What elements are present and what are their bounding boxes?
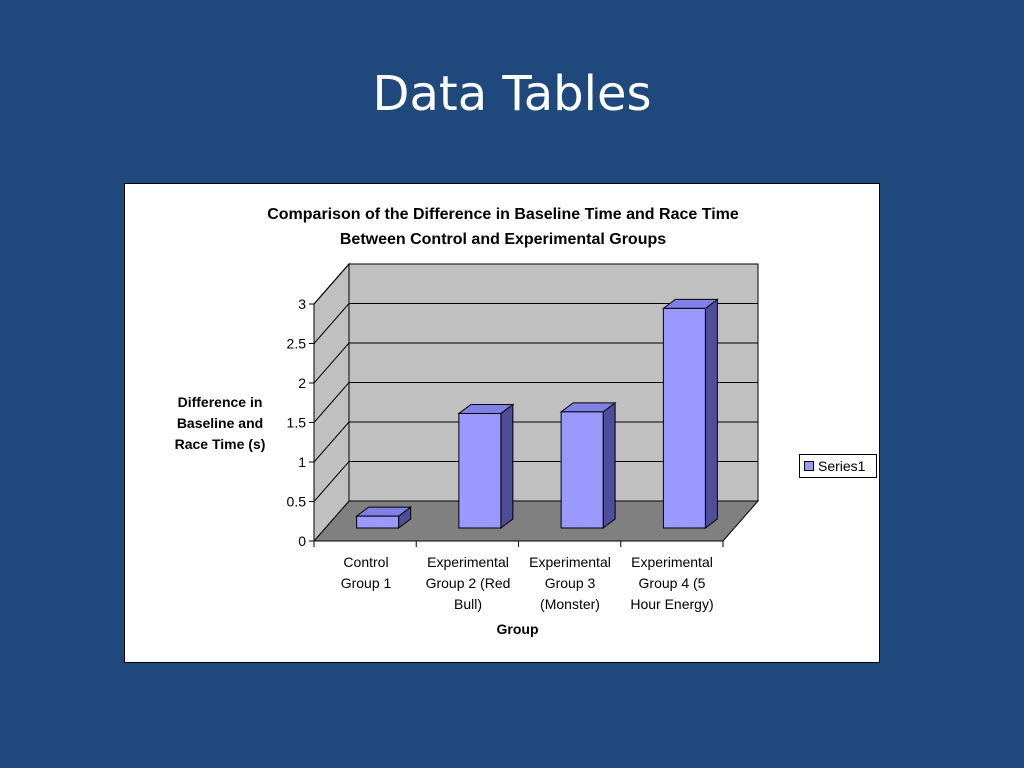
x-tick-label-line: Hour Energy): [630, 596, 714, 612]
legend-label: Series1: [818, 458, 866, 474]
x-tick-label-line: Experimental: [631, 554, 713, 570]
y-axis-title: Difference in Baseline and Race Time (s): [155, 392, 285, 455]
y-tick-label: 2: [298, 375, 306, 391]
bar-experimental-group-4: [661, 298, 719, 529]
x-tick-label-line: Experimental: [529, 554, 611, 570]
bar-side: [602, 401, 616, 529]
gridline: [313, 263, 758, 305]
gridline: [313, 382, 758, 423]
bar-side: [704, 298, 718, 529]
x-tick-label-monster: Experimental Group 3 (Monster): [519, 552, 621, 615]
x-tick-label-5-hour-energy: Experimental Group 4 (5 Hour Energy): [621, 552, 723, 615]
chart-title-line-2: Between Control and Experimental Groups: [339, 231, 667, 248]
y-axis-title-line-1: Difference in: [177, 394, 263, 410]
x-tick-label-red-bull: Experimental Group 2 (Red Bull): [417, 552, 519, 615]
x-tick-label-line: (Monster): [540, 596, 600, 612]
bar-experimental-group-3: [559, 401, 617, 529]
x-tick-label-line: Group 2 (Red: [425, 575, 511, 591]
y-tick-label: 3: [298, 296, 306, 312]
bar-front: [458, 412, 502, 529]
bar-front: [356, 515, 400, 529]
chart-plot: 0 0.5 1 1.5 2 2.5 3: [287, 262, 760, 549]
y-tick-label: 2.5: [287, 336, 307, 352]
x-tick-label-line: Group 4 (5: [638, 575, 706, 591]
gridline: [313, 421, 758, 463]
y-axis-title-line-2: Baseline and: [176, 415, 264, 431]
bar-front: [662, 307, 706, 529]
x-tick-label-line: Experimental: [427, 554, 509, 570]
y-tick-label: 1.5: [287, 415, 307, 431]
x-tick-label-line: Bull): [453, 596, 482, 612]
y-tick-label: 0.5: [287, 494, 307, 510]
y-axis-title-line-3: Race Time (s): [174, 436, 266, 452]
bar-experimental-group-2: [457, 403, 515, 529]
bar-control-group-1: [355, 506, 413, 529]
x-axis-title: Group: [496, 621, 539, 637]
chart-title: Comparison of the Difference in Baseline…: [125, 202, 881, 252]
bar-front: [560, 411, 604, 529]
chart-title-line-1: Comparison of the Difference in Baseline…: [267, 206, 739, 223]
gridline: [313, 303, 758, 344]
slide-title: Data Tables: [372, 66, 652, 122]
legend: Series1: [799, 454, 877, 478]
legend-swatch: [804, 461, 814, 471]
x-tick-label-line: Group 1: [340, 575, 392, 591]
bar-side: [500, 403, 514, 529]
y-tick-label: 1: [298, 454, 306, 470]
x-tick-label-line: Group 3: [544, 575, 596, 591]
gridline: [313, 342, 758, 384]
x-tick-label-control: Control Group 1: [315, 552, 417, 594]
gridline: [313, 461, 758, 502]
x-tick-label-line: Control: [343, 554, 389, 570]
chart-container: 0 0.5 1 1.5 2 2.5 3 Comparison of the Differen…: [124, 183, 880, 663]
y-tick-label: 0: [298, 533, 306, 549]
